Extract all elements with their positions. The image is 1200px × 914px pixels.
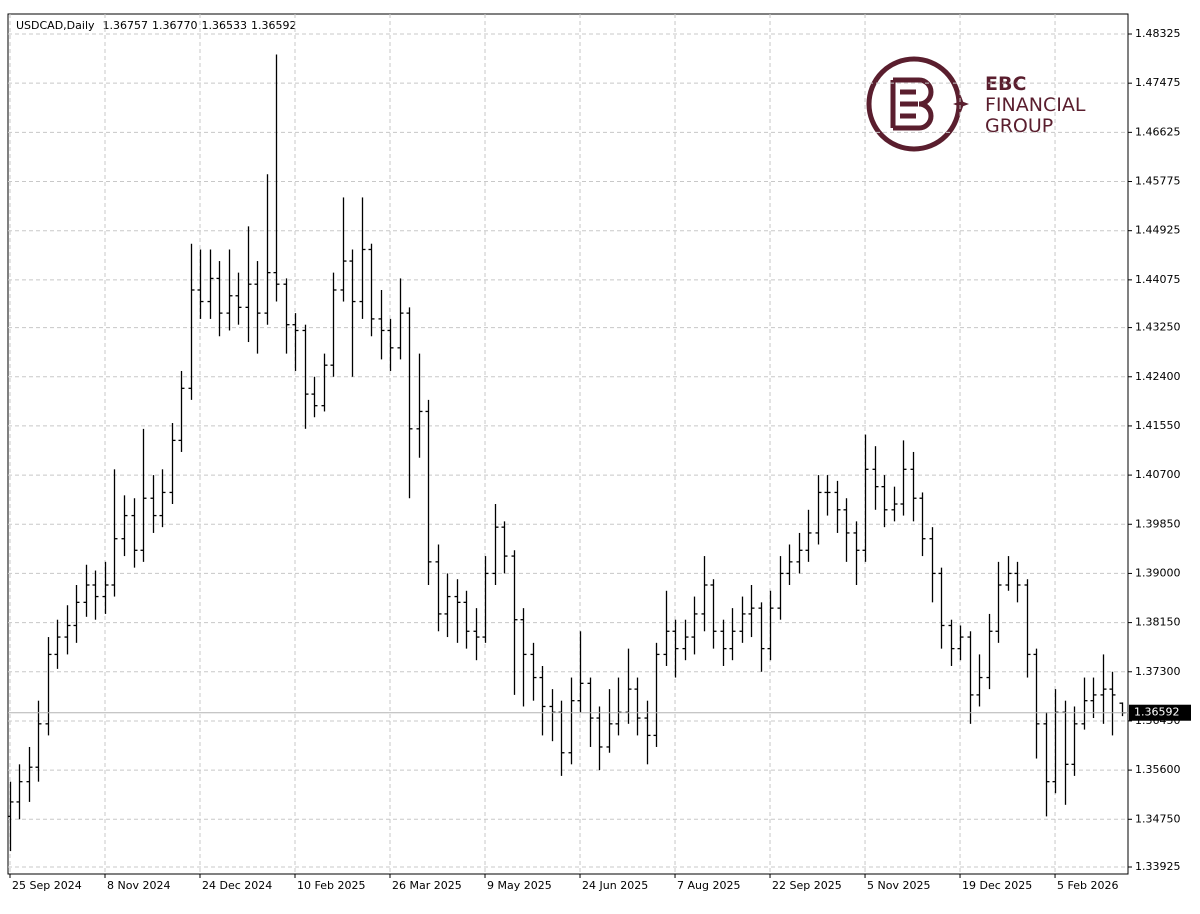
logo-star — [953, 96, 969, 112]
y-tick-label: 1.44075 — [1135, 273, 1181, 286]
logo-text: EBC — [985, 73, 1026, 95]
x-tick-label: 24 Dec 2024 — [202, 879, 272, 892]
x-tick-label: 5 Nov 2025 — [867, 879, 930, 892]
logo-text: FINANCIAL — [985, 94, 1086, 116]
quote: 1.36757 1.36770 1.36533 1.36592 — [103, 19, 297, 32]
y-tick-label: 1.39850 — [1135, 517, 1181, 530]
y-tick-label: 1.43250 — [1135, 321, 1181, 334]
quote-value: 1.36592 — [251, 19, 297, 32]
x-tick-label: 26 Mar 2025 — [392, 879, 462, 892]
y-tick-label: 1.47475 — [1135, 76, 1181, 89]
price-box — [1129, 704, 1191, 721]
x-tick-label: 7 Aug 2025 — [677, 879, 740, 892]
logo-mark — [890, 77, 934, 131]
y-tick-label: 1.33925 — [1135, 860, 1181, 873]
y-tick-label: 1.40700 — [1135, 468, 1181, 481]
y-tick-label: 1.34750 — [1135, 812, 1181, 825]
x-tick-label: 24 Jun 2025 — [582, 879, 648, 892]
y-tick-label: 1.44925 — [1135, 224, 1181, 237]
y-tick-label: 1.35600 — [1135, 763, 1181, 776]
x-tick-label: 8 Nov 2024 — [107, 879, 170, 892]
plot-frame — [7, 13, 1129, 875]
y-tick-label: 1.39000 — [1135, 566, 1181, 579]
quote-value: 1.36770 — [152, 19, 198, 32]
price-label: 1.36592 — [1134, 706, 1180, 719]
logo: EBC FINANCIAL GROUP — [866, 56, 1086, 152]
y-tick-label: 1.41550 — [1135, 419, 1181, 432]
quote-value: 1.36533 — [202, 19, 248, 32]
x-tick-label: 22 Sep 2025 — [772, 879, 842, 892]
y-tick-label: 1.38150 — [1135, 616, 1181, 629]
x-tick-label: 5 Feb 2026 — [1057, 879, 1118, 892]
x-tick-label: 25 Sep 2024 — [12, 879, 82, 892]
y-tick-label: 1.48325 — [1135, 27, 1181, 40]
y-tick-label: 1.37300 — [1135, 665, 1181, 678]
logo-text: GROUP — [985, 115, 1053, 137]
x-tick-label: 19 Dec 2025 — [962, 879, 1032, 892]
chart-title: USDCAD,Daily — [16, 19, 95, 32]
y-tick-label: 1.42400 — [1135, 370, 1181, 383]
x-tick-label: 10 Feb 2025 — [297, 879, 365, 892]
y-tick-label: 1.45775 — [1135, 175, 1181, 188]
x-tick-label: 9 May 2025 — [487, 879, 552, 892]
quote-value: 1.36757 — [103, 19, 149, 32]
y-tick-label: 1.46625 — [1135, 125, 1181, 138]
